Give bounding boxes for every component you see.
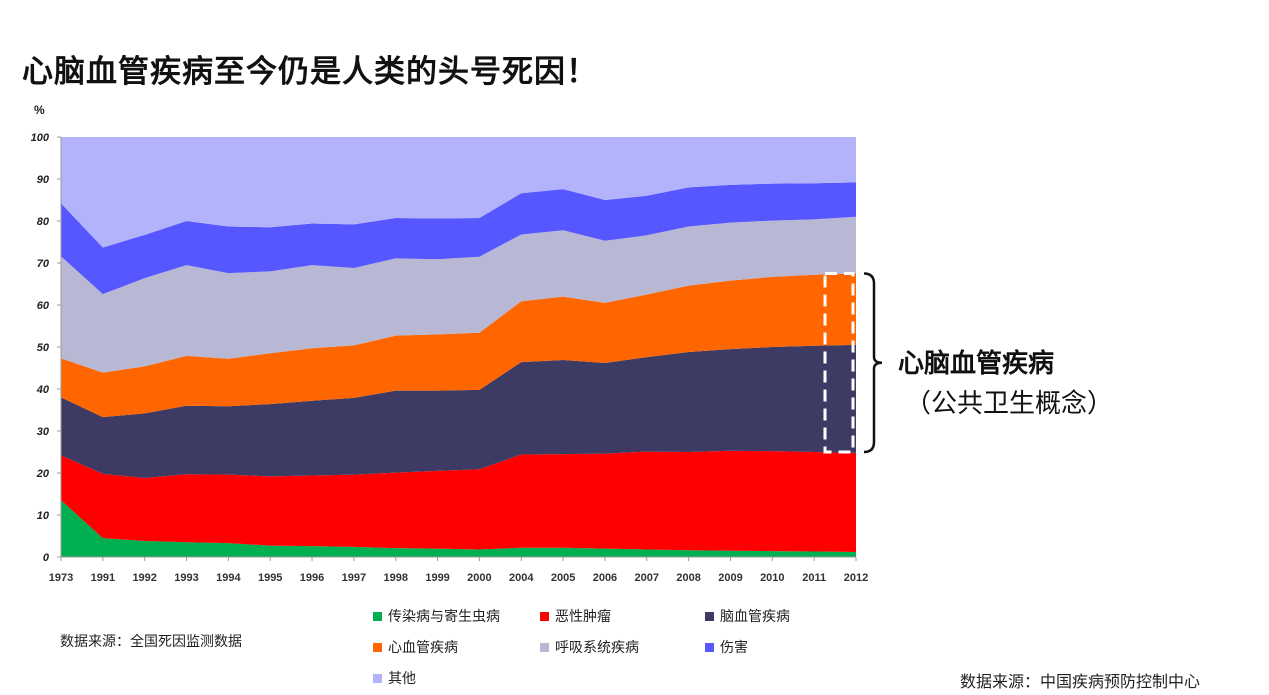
x-tick-label: 2010: [760, 572, 784, 584]
x-tick-label: 1997: [342, 572, 366, 584]
x-tick-label: 1993: [174, 572, 198, 584]
brace: [863, 272, 883, 454]
x-tick-label: 1998: [383, 572, 407, 584]
x-tick-label: 1973: [49, 572, 73, 584]
x-tick-label: 2008: [676, 572, 700, 584]
y-tick-label: 100: [31, 132, 50, 144]
x-tick-label: 1999: [425, 572, 449, 584]
legend-item: 其他: [373, 668, 416, 688]
x-tick-label: 2012: [844, 572, 868, 584]
y-tick-label: 60: [37, 300, 50, 312]
legend-item: 呼吸系统疾病: [540, 637, 639, 657]
page-title: 心脑血管疾病至今仍是人类的头号死因！: [22, 54, 598, 90]
legend-item: 心血管疾病: [373, 637, 458, 657]
area-series-2: [61, 344, 856, 479]
legend-item: 传染病与寄生虫病: [373, 606, 500, 626]
legend-swatch: [705, 642, 714, 652]
x-tick-label: 1996: [300, 572, 324, 584]
y-tick-label: 30: [37, 426, 50, 438]
annotation-title: 心脑血管疾病: [898, 349, 1055, 379]
area-series-0: [61, 500, 856, 557]
x-tick-label: 2011: [802, 572, 826, 584]
annotation-subtitle: （公共卫生概念）: [905, 389, 1114, 419]
area-series-6: [61, 137, 856, 248]
area-series-4: [61, 216, 856, 373]
x-tick-label: 1994: [216, 572, 241, 584]
x-tick-label: 2004: [509, 572, 534, 584]
legend-label: 心血管疾病: [388, 640, 458, 656]
legend-label: 恶性肿瘤: [555, 609, 611, 625]
y-tick-label: 40: [36, 384, 50, 396]
x-tick-label: 2000: [467, 572, 491, 584]
legend-label: 伤害: [720, 640, 748, 656]
y-tick-label: 70: [37, 258, 50, 270]
area-series-5: [61, 182, 856, 295]
legend-item: 脑血管疾病: [705, 606, 790, 626]
legend-swatch: [373, 673, 382, 683]
x-tick-label: 1992: [132, 572, 156, 584]
legend-swatch: [540, 642, 549, 652]
legend-label: 脑血管疾病: [720, 609, 790, 625]
y-tick-label: 50: [37, 342, 50, 354]
x-tick-label: 2006: [593, 572, 617, 584]
area-series-3: [61, 273, 856, 418]
area-series-1: [61, 450, 856, 552]
x-tick-label: 1995: [258, 572, 282, 584]
source-left: 数据来源：全国死因监测数据: [60, 634, 242, 650]
y-tick-label: 20: [36, 468, 50, 480]
y-tick-label: 0: [43, 552, 50, 564]
legend-label: 传染病与寄生虫病: [388, 609, 500, 625]
y-tick-label: 80: [37, 216, 50, 228]
x-tick-label: 2009: [718, 572, 742, 584]
legend-swatch: [540, 611, 549, 621]
x-tick-label: 2005: [551, 572, 575, 584]
y-tick-label: 90: [37, 174, 50, 186]
legend-swatch: [373, 642, 382, 652]
source-right: 数据来源：中国疾病预防控制中心: [960, 672, 1201, 691]
legend-swatch: [373, 611, 382, 621]
x-tick-label: 1991: [91, 572, 115, 584]
y-tick-label: 10: [37, 510, 50, 522]
x-tick-label: 2007: [635, 572, 659, 584]
legend-item: 伤害: [705, 637, 748, 657]
highlight-box: [823, 272, 855, 454]
legend-label: 呼吸系统疾病: [555, 640, 639, 656]
legend-item: 恶性肿瘤: [540, 606, 611, 626]
y-axis-label: %: [34, 103, 45, 117]
legend-label: 其他: [388, 671, 416, 687]
legend-swatch: [705, 611, 714, 621]
